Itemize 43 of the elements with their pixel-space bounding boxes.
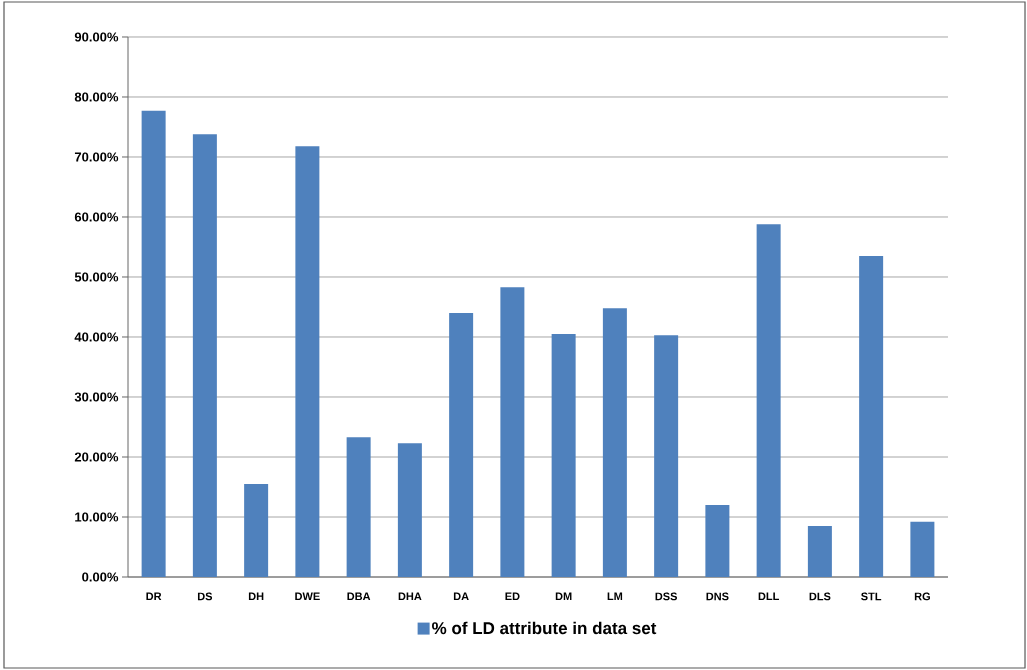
y-tick-label: 10.00% xyxy=(75,512,119,522)
y-tick-label: 50.00% xyxy=(74,272,119,282)
bar xyxy=(295,146,320,577)
bar xyxy=(449,313,474,577)
bar xyxy=(859,256,884,577)
x-tick-label: DA xyxy=(453,592,469,601)
bar xyxy=(397,443,422,577)
y-tick-label: 20.00% xyxy=(74,452,119,462)
x-tick-label: DNS xyxy=(706,592,729,601)
y-tick-label: 80.00% xyxy=(74,92,119,102)
x-tick-label: STL xyxy=(861,592,882,601)
bar xyxy=(807,526,832,577)
y-tick-label: 70.00% xyxy=(74,152,119,162)
legend-label: % of LD attribute in data set xyxy=(432,621,657,635)
x-tick-label: DBA xyxy=(347,592,371,601)
x-tick-label: LM xyxy=(607,592,623,601)
bar xyxy=(500,287,525,577)
bar xyxy=(141,110,166,577)
bar xyxy=(705,505,730,577)
x-tick-label: RG xyxy=(914,592,930,601)
bar xyxy=(756,224,781,577)
bar xyxy=(602,308,627,577)
bar xyxy=(192,134,217,577)
x-tick-label: DR xyxy=(146,592,162,601)
y-tick-label: 30.00% xyxy=(74,392,119,402)
x-tick-label: DWE xyxy=(295,592,320,601)
x-tick-label: DSS xyxy=(655,592,678,601)
x-tick-label: DLS xyxy=(809,592,831,601)
x-tick-label: DLL xyxy=(758,592,779,601)
x-tick-label: DHA xyxy=(398,592,422,601)
bar xyxy=(910,521,935,577)
bar xyxy=(244,484,269,577)
y-tick-label: 40.00% xyxy=(74,332,119,342)
y-tick-label: 60.00% xyxy=(74,212,119,222)
bar xyxy=(346,437,371,577)
bar xyxy=(654,335,679,577)
bar xyxy=(551,334,576,577)
x-tick-label: DH xyxy=(248,592,264,601)
x-tick-label: DM xyxy=(555,592,572,601)
y-tick-label: 0.00% xyxy=(82,572,119,582)
x-tick-label: DS xyxy=(197,592,213,601)
y-tick-label: 90.00% xyxy=(74,32,119,42)
x-tick-label: ED xyxy=(505,592,520,601)
